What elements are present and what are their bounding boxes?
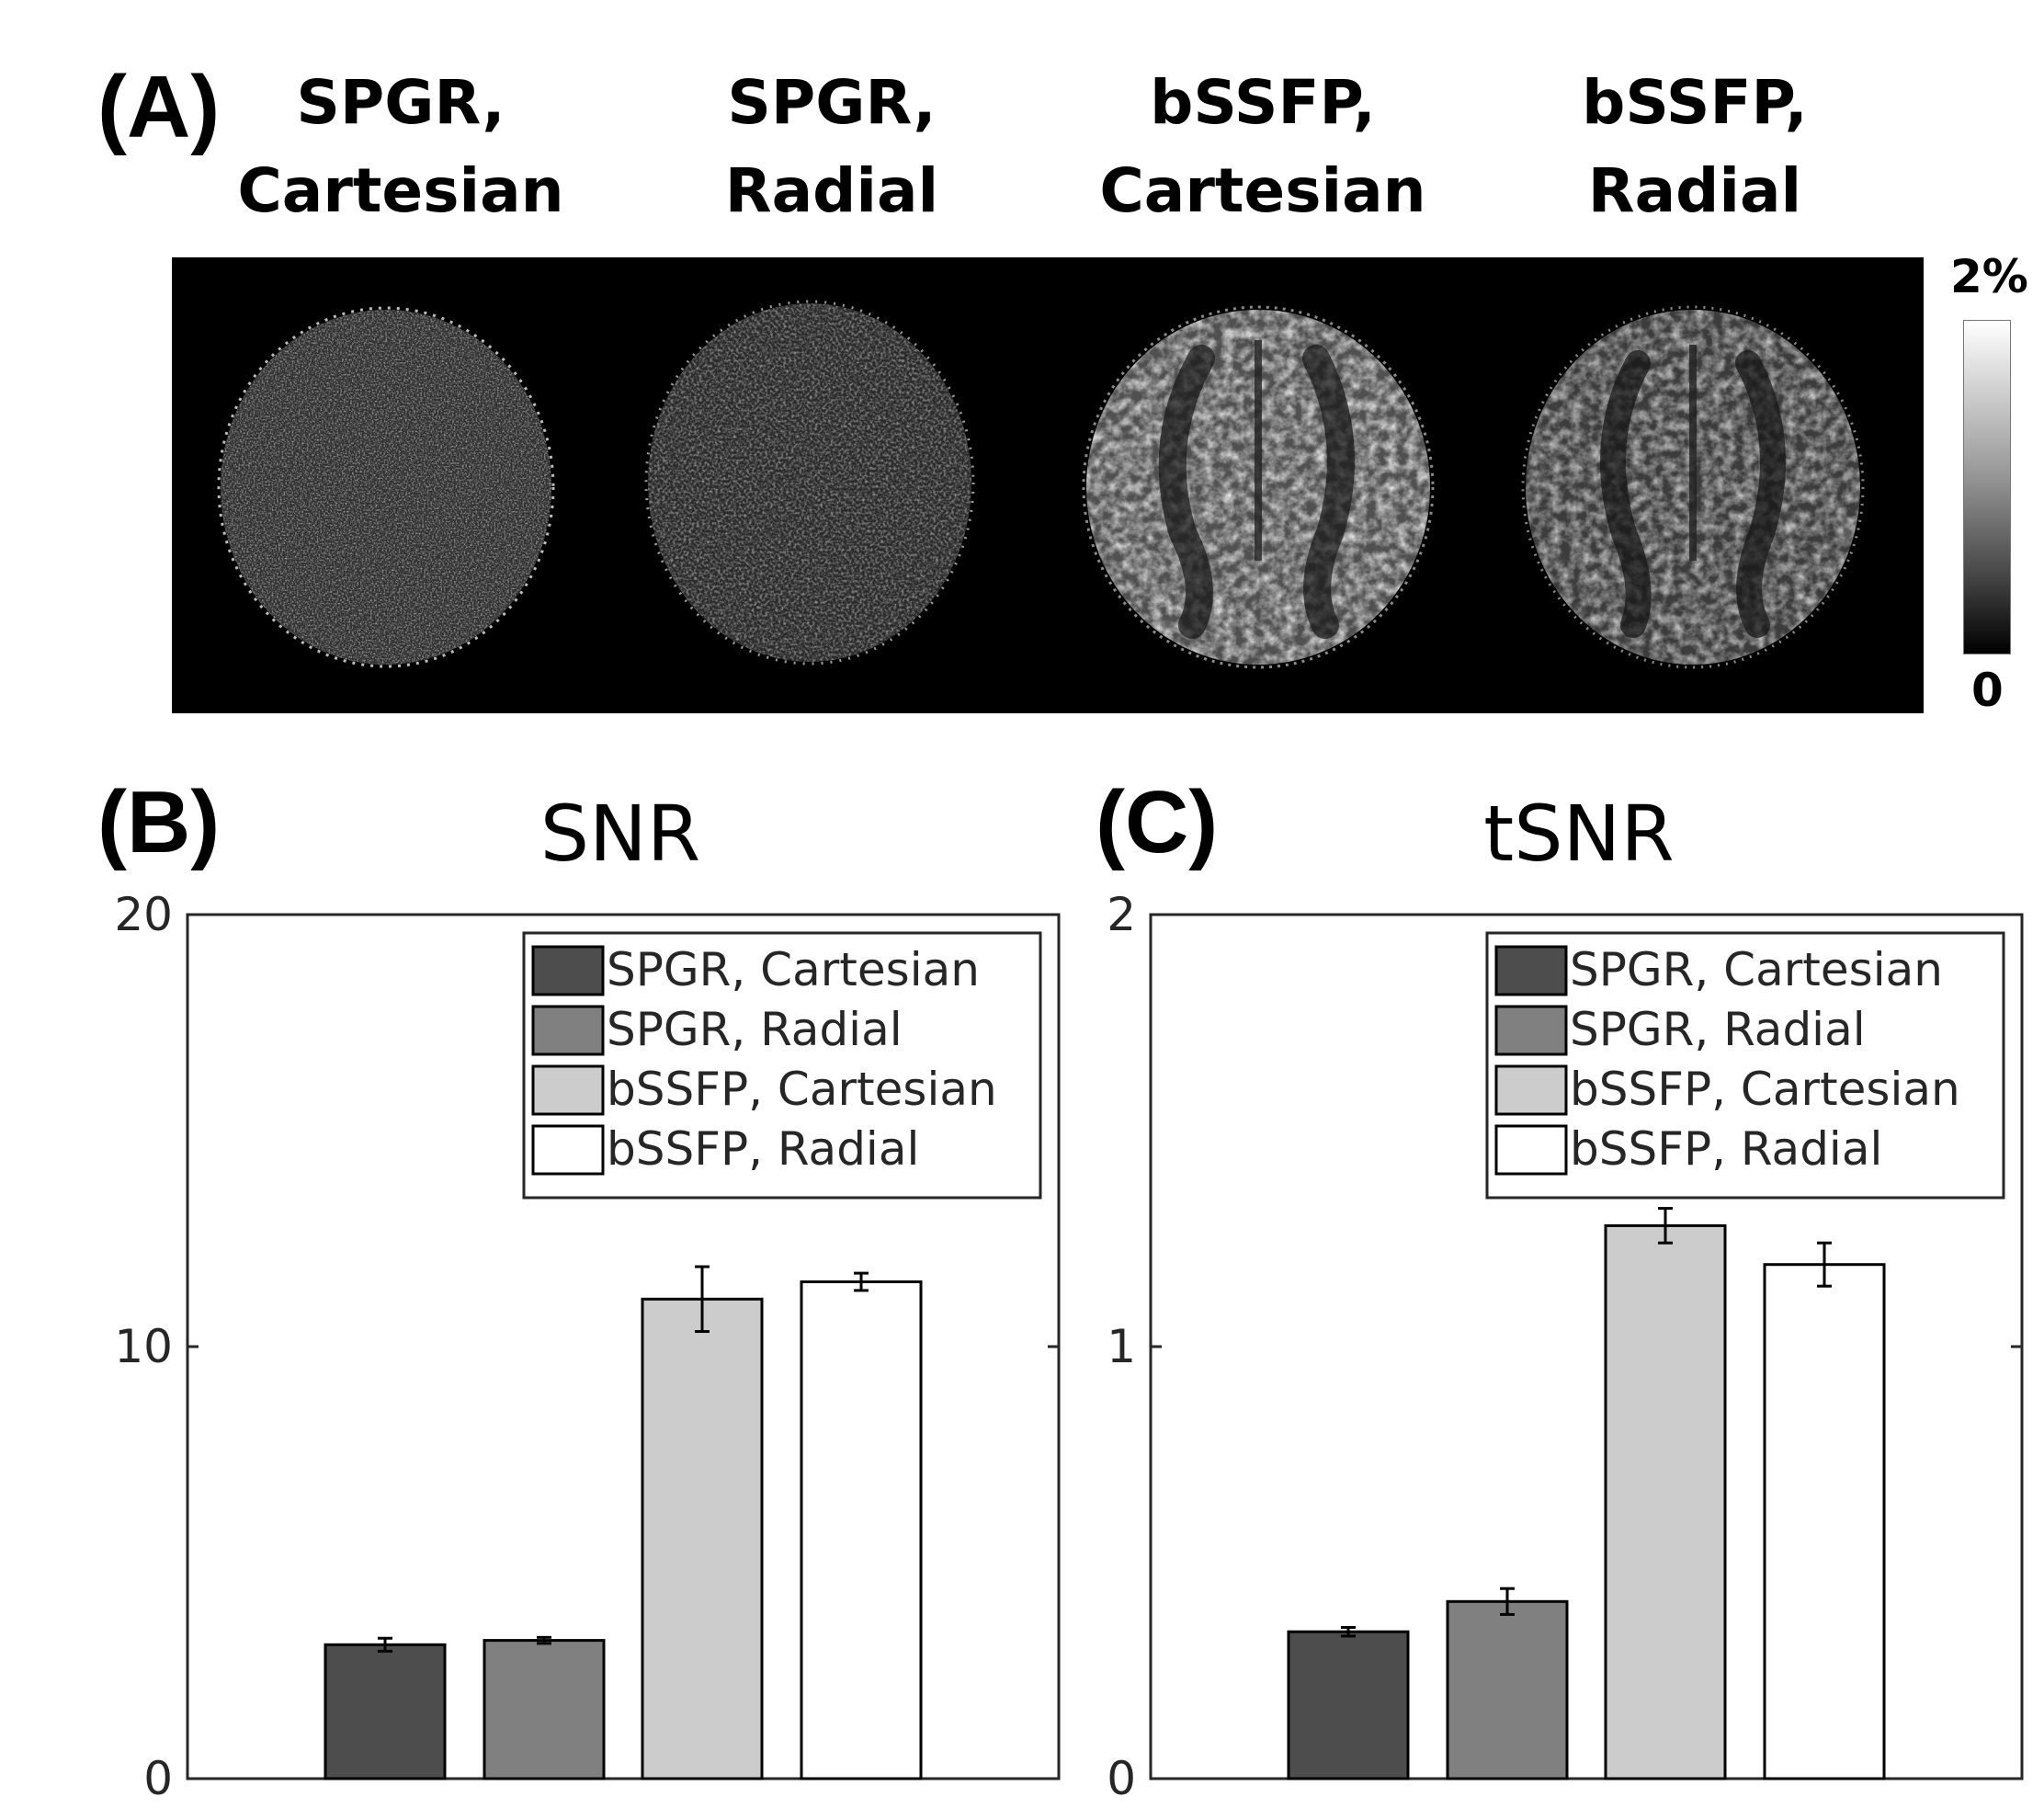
legend-label-4: bSSFP, Radial — [1570, 1122, 1882, 1176]
column-title-spgr-cartesian: SPGR, Cartesian — [199, 59, 603, 235]
colorbar — [1963, 320, 2011, 654]
legend-label-3: bSSFP, Cartesian — [607, 1063, 997, 1116]
y-tick-label: 2 — [1107, 888, 1136, 941]
column-title-line2: Cartesian — [237, 155, 564, 226]
legend-box — [1485, 931, 2005, 1200]
column-title-line1: SPGR, — [727, 67, 937, 138]
column-title-bssfp-cartesian: bSSFP, Cartesian — [1061, 59, 1465, 235]
bar-2 — [1446, 1599, 1569, 1780]
column-title-line2: Radial — [1587, 155, 1802, 226]
column-title-bssfp-radial: bSSFP, Radial — [1493, 59, 1897, 235]
bar-4 — [1763, 1263, 1886, 1780]
column-title-line2: Cartesian — [1099, 155, 1426, 226]
column-title-line1: bSSFP, — [1582, 67, 1808, 138]
tsnr-bar-chart: 0 1 2 SPGR, Cartesian SPGR, Radial bSSFP, Car… — [1107, 888, 2024, 1805]
legend-swatch-1 — [531, 945, 605, 996]
legend-label-1: SPGR, Cartesian — [607, 943, 980, 996]
legend-swatch-2 — [531, 1005, 605, 1056]
brain-image-strip — [172, 257, 1924, 713]
panel-b-label: (B) — [97, 773, 221, 871]
legend-label-1: SPGR, Cartesian — [1570, 943, 1943, 996]
legend-swatch-4 — [1494, 1124, 1568, 1176]
brain-spgr-radial — [644, 300, 975, 665]
column-title-line2: Radial — [724, 155, 939, 226]
y-tick-label: 0 — [143, 1752, 173, 1805]
tsnr-chart-title: tSNR — [1483, 789, 1675, 879]
bar-3 — [1604, 1223, 1727, 1780]
bar-1 — [1287, 1630, 1410, 1780]
column-title-line1: bSSFP, — [1150, 67, 1376, 138]
column-title-line1: SPGR, — [296, 67, 505, 138]
panel-a-label: (A) — [97, 58, 221, 156]
column-title-spgr-radial: SPGR, Radial — [630, 59, 1034, 235]
y-tick-label: 0 — [1107, 1752, 1136, 1805]
snr-bar-chart: 0 10 20 SPGR, Cartesian SPGR, Radial bSSFP, C… — [114, 888, 1061, 1805]
legend-label-4: bSSFP, Radial — [607, 1122, 919, 1176]
y-tick-label: 20 — [114, 888, 173, 941]
legend-swatch-1 — [1494, 945, 1568, 996]
legend-label-2: SPGR, Radial — [607, 1003, 903, 1056]
snr-chart-title: SNR — [539, 789, 701, 879]
bar-3 — [641, 1297, 764, 1780]
colorbar-min-label: 0 — [1971, 664, 2004, 717]
legend-label-3: bSSFP, Cartesian — [1570, 1063, 1960, 1116]
legend-swatch-3 — [1494, 1064, 1568, 1116]
legend-box — [522, 931, 1042, 1200]
brain-bssfp-radial — [1521, 305, 1865, 669]
y-tick-label: 1 — [1107, 1320, 1136, 1373]
panel-c-label: (C) — [1096, 773, 1219, 871]
legend-swatch-2 — [1494, 1005, 1568, 1056]
colorbar-max-label: 2% — [1950, 250, 2028, 303]
bar-4 — [800, 1280, 923, 1780]
legend-label-2: SPGR, Radial — [1570, 1003, 1866, 1056]
bar-2 — [483, 1639, 606, 1780]
bar-1 — [324, 1643, 447, 1780]
legend-swatch-3 — [531, 1064, 605, 1116]
y-tick-label: 10 — [114, 1320, 173, 1373]
brain-bssfp-cartesian — [1082, 305, 1435, 669]
brain-spgr-cartesian — [217, 306, 555, 668]
legend-swatch-4 — [531, 1124, 605, 1176]
